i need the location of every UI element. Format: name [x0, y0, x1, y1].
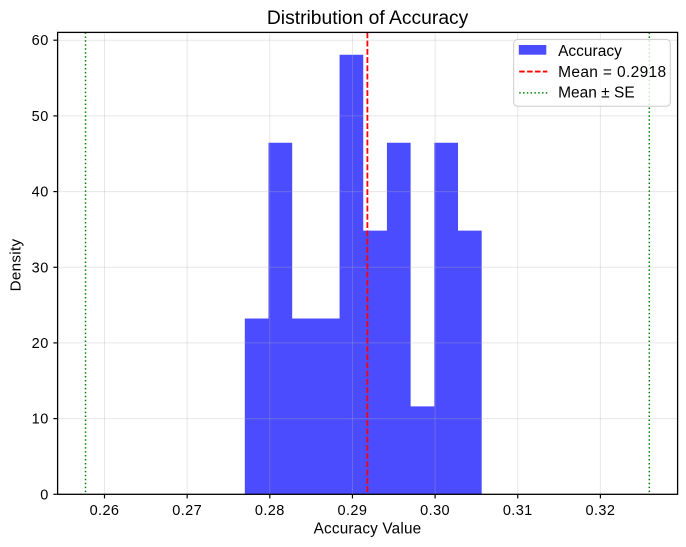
svg-text:40: 40 — [32, 185, 49, 201]
svg-text:0.26: 0.26 — [90, 503, 120, 519]
svg-text:20: 20 — [32, 336, 49, 352]
svg-text:50: 50 — [32, 109, 49, 125]
svg-text:0.32: 0.32 — [585, 503, 615, 519]
svg-text:0.31: 0.31 — [503, 503, 533, 519]
svg-text:0.30: 0.30 — [420, 503, 450, 519]
svg-text:Accuracy: Accuracy — [558, 43, 622, 60]
svg-text:30: 30 — [32, 260, 49, 276]
svg-text:10: 10 — [32, 412, 49, 428]
svg-text:0.28: 0.28 — [255, 503, 285, 519]
svg-text:Mean = 0.2918: Mean = 0.2918 — [558, 64, 666, 81]
svg-text:0.29: 0.29 — [338, 503, 368, 519]
svg-text:Density: Density — [8, 239, 25, 292]
svg-text:0: 0 — [40, 487, 49, 503]
svg-text:60: 60 — [32, 33, 49, 49]
svg-text:Distribution of Accuracy: Distribution of Accuracy — [267, 8, 469, 29]
svg-text:0.27: 0.27 — [172, 503, 202, 519]
svg-text:Accuracy Value: Accuracy Value — [314, 521, 422, 538]
svg-text:Mean ± SE: Mean ± SE — [558, 85, 635, 102]
